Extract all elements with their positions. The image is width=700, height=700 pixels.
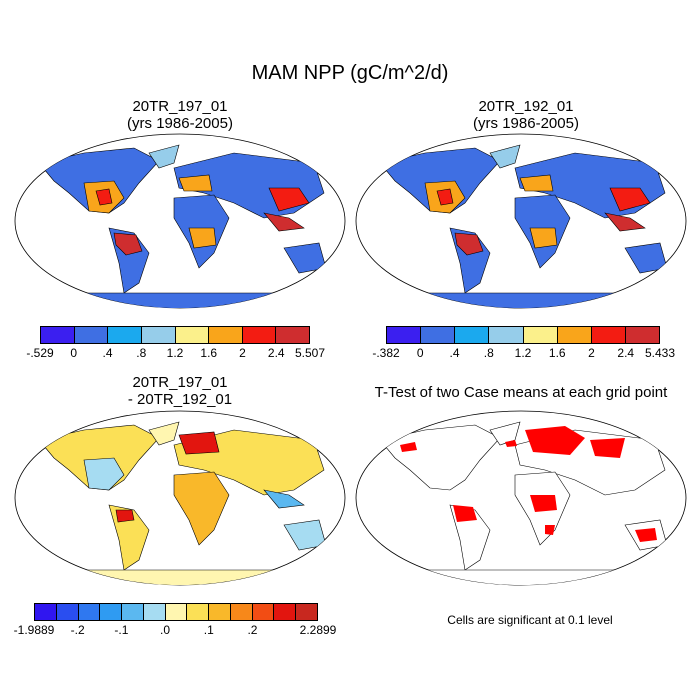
panel-title-line1: 20TR_197_01 bbox=[132, 98, 228, 115]
colorbar-tick-label: 1.6 bbox=[200, 346, 218, 360]
colorbar-swatch bbox=[56, 604, 79, 620]
colorbar-tick-label: .4 bbox=[102, 346, 113, 360]
colorbar-tick-label: 0 bbox=[70, 346, 78, 360]
colorbar-swatch bbox=[143, 604, 166, 620]
panel-title-line1: T-Test of two Case means at each grid po… bbox=[374, 384, 668, 401]
panel-title-line2: (yrs 1986-2005) bbox=[473, 115, 579, 132]
map-npp-case-197 bbox=[14, 133, 346, 309]
colorbar-tick-label: 2 bbox=[588, 346, 595, 360]
colorbar-tick-label: 1.2 bbox=[166, 346, 184, 360]
panel-title-line2: - 20TR_192_01 bbox=[127, 391, 233, 408]
colorbar-swatch bbox=[100, 604, 123, 620]
panel-title-top-right: 20TR_192_01 (yrs 1986-2005) bbox=[386, 98, 666, 132]
colorbar-tick-label: 1.2 bbox=[514, 346, 532, 360]
colorbar-tick-label: 5.433 bbox=[644, 346, 676, 360]
colorbar-swatch bbox=[557, 327, 592, 343]
colorbar-labels-bottom-left: -1.9889 -.2 -.1 .0 .1 .2 2.2899 bbox=[14, 623, 337, 637]
colorbar-swatch bbox=[108, 327, 142, 343]
colorbar-tick-label: .1 bbox=[203, 623, 214, 637]
panel-title-line1: 20TR_197_01 bbox=[132, 374, 228, 391]
colorbar-swatch bbox=[274, 604, 297, 620]
colorbar-swatch bbox=[122, 604, 144, 620]
map-npp-case-192 bbox=[355, 133, 687, 309]
colorbar-tick-label: 0 bbox=[416, 346, 424, 360]
colorbar-tick-label: -.382 bbox=[372, 346, 400, 360]
colorbar-tick-label: .2 bbox=[247, 623, 258, 637]
colorbar-tick-label: -.529 bbox=[26, 346, 54, 360]
colorbar-swatch bbox=[230, 604, 253, 620]
colorbar-tick-label: -.2 bbox=[70, 623, 85, 637]
figure-title: MAM NPP (gC/m^2/d) bbox=[251, 62, 449, 84]
colorbar-swatch bbox=[35, 604, 57, 620]
colorbar-tick-label: 2 bbox=[239, 346, 246, 360]
colorbar-bottom-left bbox=[34, 603, 318, 621]
colorbar-swatch bbox=[78, 604, 101, 620]
colorbar-tick-label: 2.4 bbox=[617, 346, 635, 360]
panel-title-top-left: 20TR_197_01 (yrs 1986-2005) bbox=[40, 98, 320, 132]
colorbar-tick-label: 1.6 bbox=[548, 346, 566, 360]
significance-note: Cells are significant at 0.1 level bbox=[447, 613, 613, 627]
colorbar-swatch bbox=[141, 327, 176, 343]
colorbar-swatch bbox=[187, 604, 210, 620]
colorbar-swatch bbox=[523, 327, 558, 343]
colorbar-swatch bbox=[276, 327, 309, 343]
colorbar-swatch bbox=[252, 604, 275, 620]
panel-title-bottom-left: 20TR_197_01 - 20TR_192_01 bbox=[40, 374, 320, 408]
colorbar-tick-label: 2.2899 bbox=[299, 623, 337, 637]
colorbar-swatch bbox=[209, 327, 243, 343]
colorbar-top-left bbox=[40, 326, 310, 344]
panel-title-line1: 20TR_192_01 bbox=[478, 98, 574, 115]
colorbar-tick-label: 5.507 bbox=[294, 346, 326, 360]
colorbar-top-right bbox=[386, 326, 660, 344]
colorbar-swatch bbox=[421, 327, 456, 343]
colorbar-swatch bbox=[625, 327, 659, 343]
panel-title-line2: (yrs 1986-2005) bbox=[127, 115, 233, 132]
colorbar-swatch bbox=[209, 604, 231, 620]
colorbar-labels-top-left: -.529 0 .4 .8 1.2 1.6 2 2.4 5.507 bbox=[26, 346, 325, 360]
colorbar-swatch bbox=[489, 327, 524, 343]
colorbar-swatch bbox=[242, 327, 277, 343]
panel-title-bottom-right: T-Test of two Case means at each grid po… bbox=[356, 384, 686, 401]
colorbar-swatch bbox=[165, 604, 188, 620]
map-npp-difference bbox=[14, 410, 346, 586]
colorbar-swatch bbox=[175, 327, 210, 343]
colorbar-swatch bbox=[296, 604, 317, 620]
colorbar-tick-label: .0 bbox=[160, 623, 171, 637]
colorbar-swatch bbox=[591, 327, 626, 343]
colorbar-tick-label: .8 bbox=[483, 346, 494, 360]
colorbar-tick-label: 2.4 bbox=[267, 346, 285, 360]
map-t-test-significance bbox=[355, 410, 687, 586]
colorbar-swatch bbox=[74, 327, 109, 343]
colorbar-tick-label: .4 bbox=[449, 346, 460, 360]
colorbar-tick-label: .8 bbox=[136, 346, 147, 360]
colorbar-tick-label: -.1 bbox=[114, 623, 129, 637]
colorbar-swatch bbox=[387, 327, 422, 343]
colorbar-swatch bbox=[455, 327, 490, 343]
colorbar-labels-top-right: -.382 0 .4 .8 1.2 1.6 2 2.4 5.433 bbox=[372, 346, 675, 360]
colorbar-tick-label: -1.9889 bbox=[13, 623, 55, 637]
colorbar-swatch bbox=[41, 327, 75, 343]
